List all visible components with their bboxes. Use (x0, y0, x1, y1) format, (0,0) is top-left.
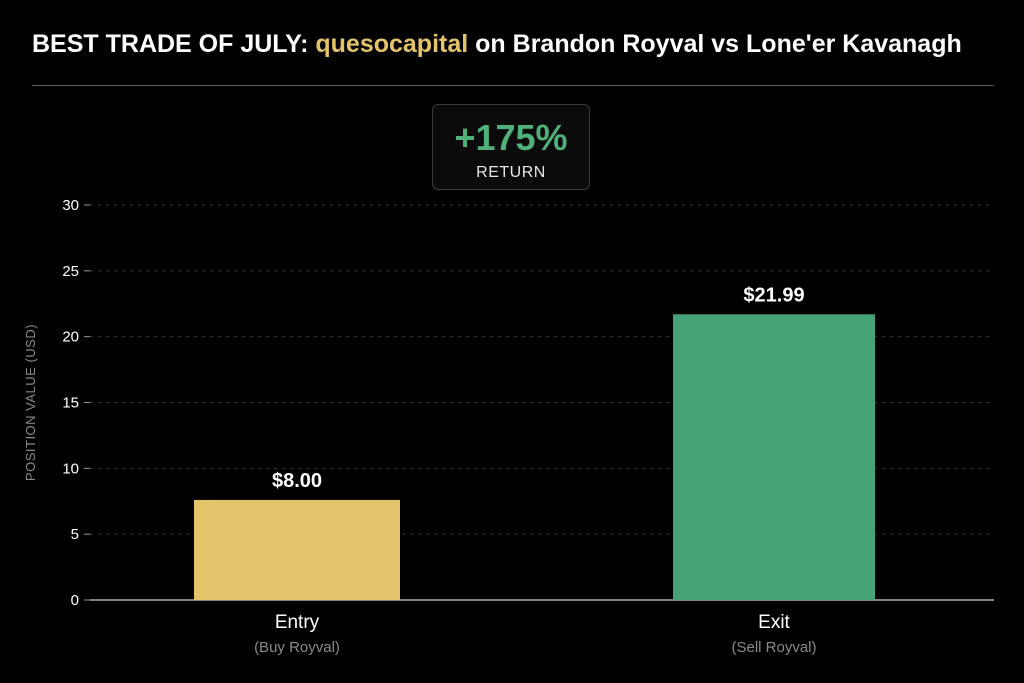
bar-entry (194, 499, 400, 600)
return-label: RETURN (476, 164, 546, 181)
title-prefix: BEST TRADE OF JULY: (32, 30, 316, 58)
chart-title: BEST TRADE OF JULY: quesocapital on Bran… (32, 30, 962, 59)
y-tick-label: 25 (62, 263, 79, 280)
title-suffix: on Brandon Royval vs Lone'er Kavanagh (468, 30, 962, 58)
x-tick-sublabel: (Sell Royval) (731, 639, 816, 656)
y-tick-label: 5 (71, 526, 79, 543)
x-tick-label: Entry (275, 612, 320, 633)
return-badge: +175% RETURN (432, 104, 590, 190)
y-tick-label: 30 (62, 197, 79, 214)
data-label: $8.00 (272, 470, 322, 492)
y-axis-label: POSITION VALUE (USD) (23, 324, 38, 481)
title-divider (32, 85, 994, 86)
data-label: $21.99 (743, 284, 804, 306)
y-tick-label: 20 (62, 329, 79, 346)
y-tick-label: 15 (62, 395, 79, 412)
x-tick-sublabel: (Buy Royval) (254, 639, 340, 656)
y-tick-label: 0 (71, 592, 79, 609)
title-trader-name: quesocapital (315, 30, 469, 58)
return-value: +175% (454, 117, 568, 158)
x-tick-label: Exit (758, 612, 790, 633)
bar-exit (673, 314, 875, 600)
y-tick-label: 10 (62, 460, 79, 477)
